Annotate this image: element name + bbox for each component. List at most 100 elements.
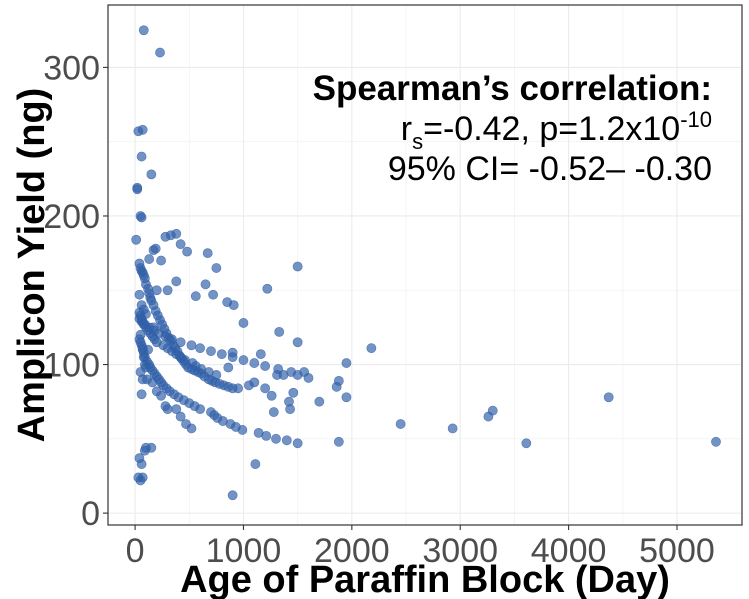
data-point	[202, 248, 213, 259]
data-point	[136, 389, 147, 400]
data-point	[144, 254, 155, 264]
data-point	[175, 239, 186, 250]
data-point	[162, 404, 173, 415]
axis-ticks: 0 1000 2000 3000 4000 5000 0 100 200 300	[43, 49, 715, 570]
data-point	[200, 279, 211, 290]
data-point	[211, 370, 222, 380]
data-point	[333, 375, 344, 386]
r-symbol: r	[401, 110, 412, 148]
data-point	[135, 475, 146, 486]
data-point	[249, 358, 260, 368]
data-point	[137, 124, 148, 135]
data-point	[260, 383, 271, 394]
data-point	[171, 404, 182, 415]
x-tick-label: 5000	[639, 532, 715, 570]
r-subscript: s	[412, 129, 423, 154]
annotation-r-line: rs=-0.42, p=1.2x10-10	[401, 107, 712, 154]
x-axis-title: Age of Paraffin Block (Day)	[180, 559, 670, 599]
data-point	[266, 390, 277, 401]
data-point	[447, 423, 458, 434]
data-point	[138, 25, 149, 36]
data-point	[195, 343, 206, 354]
data-point	[131, 234, 142, 245]
data-point	[366, 343, 377, 354]
y-tick-label: 300	[43, 49, 100, 87]
data-point	[156, 390, 167, 401]
data-point	[151, 285, 162, 296]
data-point	[314, 396, 325, 407]
data-point	[261, 430, 272, 441]
data-point	[260, 361, 271, 371]
data-point	[208, 289, 219, 300]
x-tick-label: 2000	[314, 532, 390, 570]
data-point	[216, 349, 227, 360]
data-point	[182, 246, 193, 257]
data-point	[186, 340, 197, 351]
data-point	[395, 419, 406, 429]
annotation-heading: Spearman’s correlation:	[313, 69, 712, 108]
x-tick-label: 1000	[206, 532, 282, 570]
data-point	[147, 377, 158, 388]
data-point	[711, 436, 721, 447]
data-point	[274, 326, 285, 337]
data-point	[271, 433, 281, 444]
annotation-ci-line: 95% CI= -0.52– -0.30	[388, 150, 712, 188]
data-point	[141, 309, 151, 319]
data-point	[303, 373, 314, 383]
data-point	[138, 352, 149, 363]
data-point	[137, 374, 148, 385]
data-point	[255, 349, 266, 360]
data-point	[175, 411, 186, 422]
grid-lines	[108, 5, 742, 525]
data-point	[134, 289, 145, 300]
plot-border	[107, 4, 743, 526]
data-point	[233, 383, 243, 394]
data-point	[171, 276, 182, 287]
data-point	[167, 334, 177, 345]
data-point	[285, 404, 295, 415]
data-point	[223, 362, 234, 373]
data-point	[341, 358, 352, 368]
data-point	[487, 405, 498, 416]
data-point	[136, 459, 147, 469]
x-tick-label: 3000	[422, 532, 498, 570]
y-tick-label: 0	[81, 495, 100, 533]
y-axis-title: Amplicon Yield (ng)	[11, 88, 53, 443]
data-point	[268, 407, 279, 417]
data-point	[273, 364, 284, 374]
data-point	[281, 435, 292, 446]
data-point	[190, 291, 201, 302]
data-point	[292, 261, 303, 272]
data-point	[146, 442, 157, 453]
data-point	[262, 283, 273, 294]
r-value-text: =-0.42, p=1.2x10	[423, 110, 680, 148]
data-point	[341, 392, 352, 403]
data-point	[292, 438, 303, 449]
data-point	[288, 387, 299, 398]
data-point	[292, 370, 303, 380]
data-point	[238, 318, 249, 328]
data-point	[227, 347, 238, 358]
x-tick-label: 0	[126, 532, 145, 570]
data-point	[156, 255, 167, 266]
data-point	[250, 459, 261, 469]
data-point	[186, 423, 197, 434]
data-point	[333, 436, 344, 447]
data-points	[131, 25, 721, 501]
data-point	[237, 425, 248, 435]
data-point	[155, 47, 165, 58]
data-point	[175, 337, 186, 348]
data-point	[249, 377, 260, 388]
correlation-annotation: Spearman’s correlation: rs=-0.42, p=1.2x…	[313, 69, 712, 188]
data-point	[211, 263, 222, 273]
data-point	[150, 243, 161, 254]
data-point	[132, 184, 143, 195]
data-point	[228, 300, 239, 311]
y-tick-label: 100	[43, 347, 100, 385]
data-point	[206, 346, 216, 357]
data-point	[227, 490, 238, 501]
x-tick-label: 4000	[531, 532, 607, 570]
data-point	[238, 355, 249, 365]
data-point	[292, 337, 303, 348]
